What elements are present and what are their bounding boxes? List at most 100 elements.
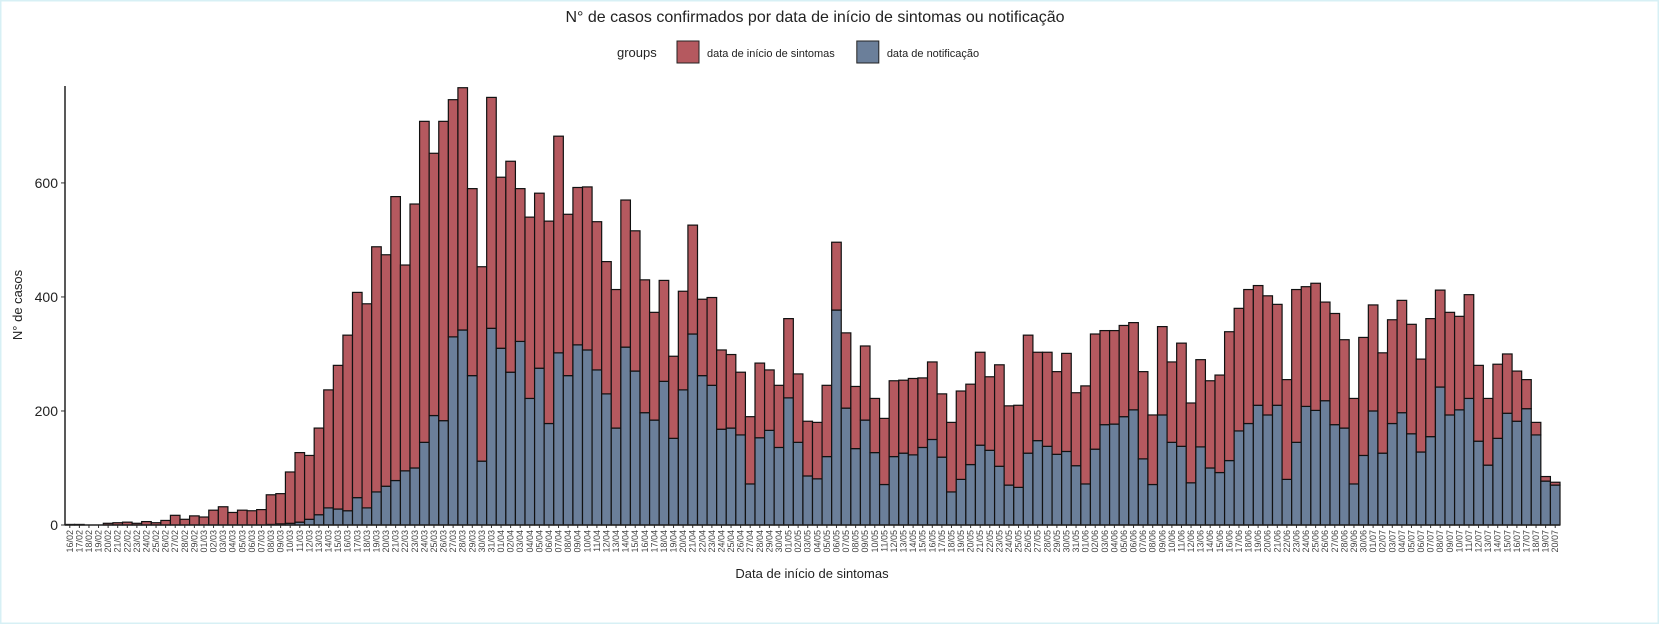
bar-segment [859,345,871,421]
bar-segment [581,186,593,351]
x-tick-label: 27/06 [1330,530,1340,553]
x-tick-label: 06/04 [544,530,554,553]
x-tick-label: 22/04 [697,530,707,553]
bar-segment [313,427,325,516]
bar-segment [227,511,239,526]
bar-segment [601,393,612,526]
x-tick-label: 06/03 [247,530,257,553]
bar-segment [735,434,747,526]
x-tick-label: 28/03 [458,530,468,553]
x-tick-label: 10/05 [870,530,880,553]
x-tick-label: 07/06 [1138,530,1148,553]
x-tick-label: 05/03 [237,530,247,553]
x-tick-label: 12/05 [889,530,899,553]
bar-segment [1415,451,1427,526]
x-tick-label: 16/06 [1224,530,1234,553]
bar-segment [878,483,890,526]
bar-segment [332,508,344,526]
bar-segment [926,361,938,441]
bar-segment [946,421,957,493]
bar-segment [505,371,517,526]
x-tick-label: 20/02 [103,530,113,553]
x-tick-label: 10/03 [285,530,295,553]
bar-segment [1473,364,1484,442]
x-tick-label: 20/04 [678,530,688,553]
x-tick-label: 29/02 [189,530,199,553]
y-tick-label: 400 [35,289,59,305]
bar-segment [955,478,967,526]
x-tick-label: 30/03 [477,530,487,553]
bar-segment [648,419,660,526]
bar-segment [629,230,641,372]
bar-segment [725,427,737,526]
bar-segment [390,196,402,482]
bar-segment [1041,351,1053,447]
bar-segment [610,288,622,429]
bar-segment [1319,400,1331,526]
bar-segment [1022,452,1034,526]
bar-segment [428,414,440,526]
bar-segment [878,417,890,486]
x-tick-label: 06/07 [1416,530,1426,553]
bar-segment [936,393,948,458]
bar-segment [706,384,718,526]
bar-segment [572,186,584,346]
bar-segment [1300,405,1312,526]
x-tick-label: 19/06 [1253,530,1263,553]
x-tick-label: 02/07 [1378,530,1388,553]
bar-segment [620,346,632,526]
bar-segment [1530,421,1542,436]
bar-segment [447,99,459,338]
bar-segment [457,87,469,331]
bar-segment [1358,454,1369,526]
x-tick-label: 08/06 [1148,530,1158,553]
x-tick-label: 22/03 [400,530,410,553]
bar-segment [754,437,766,526]
x-tick-label: 14/05 [908,530,918,553]
x-tick-label: 28/06 [1339,530,1349,553]
bar-segment [1367,304,1379,412]
bar-segment [1243,288,1254,425]
bar-segment [1051,371,1063,455]
bar-segment [1310,409,1322,526]
x-tick-label: 27/02 [170,530,180,553]
bar-segment [1434,386,1446,526]
bar-segment [1156,414,1168,526]
x-tick-label: 24/05 [1004,530,1014,553]
bar-segment [457,329,469,526]
x-tick-label: 27/05 [1033,530,1043,553]
bar-segment [1406,433,1417,526]
x-tick-label: 18/03 [362,530,372,553]
bar-segment [926,438,938,526]
bar-segment [198,516,210,526]
x-tick-label: 24/02 [141,530,151,553]
bar-segment [428,152,440,417]
bar-segment [840,407,852,526]
bar-segment [1377,352,1389,454]
x-axis-title: Data de início de sintomas [735,566,889,581]
x-tick-label: 21/04 [688,530,698,553]
bar-segment [974,351,986,446]
x-tick-label: 22/02 [122,530,132,553]
x-tick-label: 19/05 [956,530,966,553]
x-tick-label: 19/02 [94,530,104,553]
x-tick-label: 05/06 [1119,530,1129,553]
x-tick-label: 29/03 [467,530,477,553]
x-tick-label: 21/05 [975,530,985,553]
bar-segment [1118,416,1130,526]
x-tick-label: 23/05 [994,530,1004,553]
bar-segment [936,456,948,526]
bar-segment [409,467,421,526]
x-tick-label: 17/02 [74,530,84,553]
bar-segment [303,454,315,520]
x-tick-label: 13/06 [1196,530,1206,553]
bar-segment [1463,397,1475,526]
bar-segment [1463,294,1475,400]
bar-segment [591,221,603,371]
x-tick-label: 03/07 [1387,530,1397,553]
bar-segment [763,369,775,431]
x-tick-label: 17/06 [1234,530,1244,553]
x-tick-label: 15/04 [630,530,640,553]
bar-segment [1185,482,1197,526]
x-tick-label: 08/03 [266,530,276,553]
